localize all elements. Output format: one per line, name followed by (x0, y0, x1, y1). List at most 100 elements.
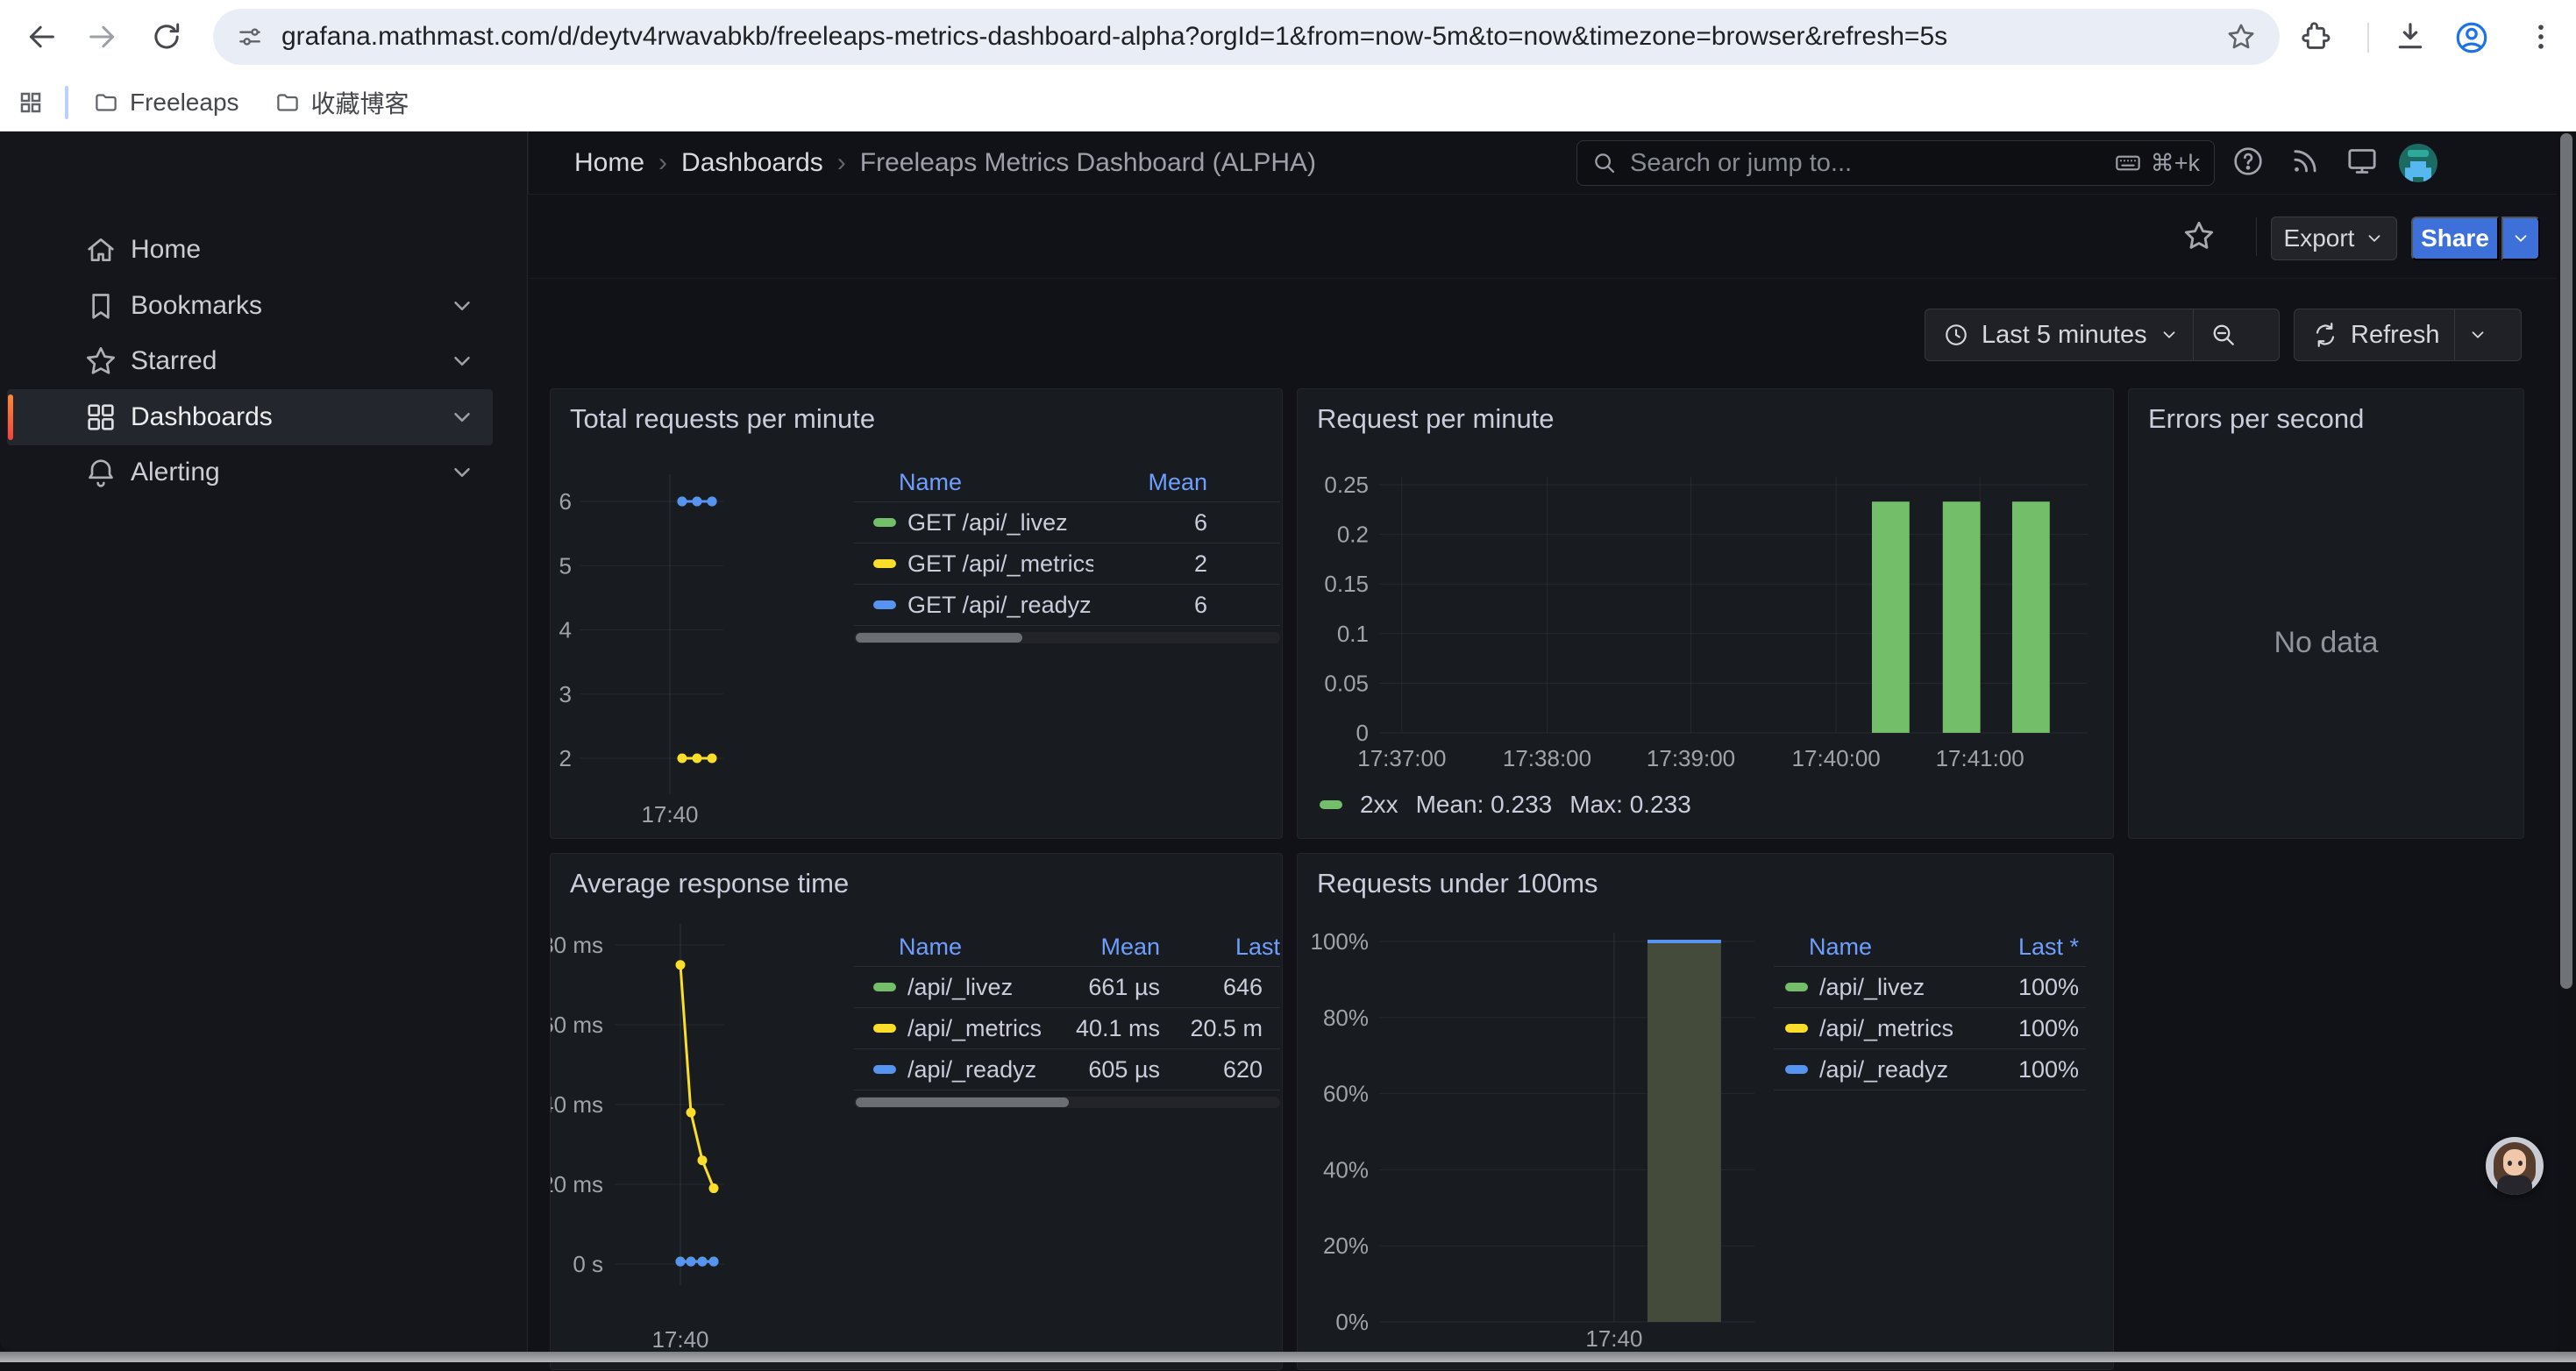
svg-text:17:40:00: 17:40:00 (1792, 745, 1881, 771)
url-text[interactable]: grafana.mathmast.com/d/deytv4rwavabkb/fr… (281, 22, 2225, 52)
legend-series-name[interactable]: GET /api/_readyz (907, 592, 1093, 619)
sidebar-item-dashboards[interactable]: Dashboards (7, 389, 493, 445)
sidebar-item-bookmarks[interactable]: Bookmarks (7, 278, 493, 334)
user-avatar[interactable] (2399, 144, 2437, 182)
legend-header-name[interactable]: Name (899, 469, 1093, 496)
svg-text:17:39:00: 17:39:00 (1647, 745, 1735, 771)
sidebar-item-alerting[interactable]: Alerting (7, 444, 493, 501)
profile-button[interactable] (2453, 19, 2488, 54)
legend-series-name[interactable]: /api/_readyz (1819, 1056, 1981, 1083)
panel-total-requests: Total requests per minute 6543217:40 Nam… (550, 388, 1283, 839)
search-input[interactable]: Search or jump to... ⌘+k (1576, 140, 2215, 186)
legend-scrollbar-thumb[interactable] (856, 633, 1022, 643)
panel-title[interactable]: Errors per second (2148, 403, 2364, 435)
bottom-scrollbar[interactable] (0, 1352, 2576, 1362)
legend-swatch (1785, 1024, 1808, 1033)
folder-icon (93, 89, 119, 116)
url-bar[interactable]: grafana.mathmast.com/d/deytv4rwavabkb/fr… (213, 9, 2280, 65)
legend-header-mean[interactable]: Mean (1046, 934, 1160, 961)
avatar-body (2497, 1176, 2532, 1195)
legend-header-last[interactable]: Last * (1160, 934, 1280, 961)
legend-header-name[interactable]: Name (899, 934, 1046, 961)
svg-text:0.15: 0.15 (1324, 571, 1369, 597)
forward-button[interactable] (85, 19, 120, 54)
export-button[interactable]: Export (2271, 217, 2397, 260)
legend-last-value: 100% (1981, 1056, 2086, 1083)
legend-swatch (873, 1024, 896, 1033)
bookmark-label: Freeleaps (130, 89, 239, 117)
legend-series-name[interactable]: /api/_readyz (907, 1056, 1046, 1083)
chevron-down-icon[interactable] (449, 293, 475, 319)
svg-text:100%: 100% (1311, 928, 1370, 955)
legend-last-value: 646 (1160, 974, 1280, 1001)
assistant-avatar[interactable] (2486, 1137, 2544, 1195)
sidebar-item-label: Starred (131, 346, 449, 376)
refresh-icon (2312, 322, 2338, 348)
reload-button[interactable] (149, 19, 184, 54)
page-scrollbar[interactable] (2557, 131, 2576, 1352)
share-button[interactable]: Share (2411, 217, 2499, 260)
legend-series-label[interactable]: 2xx (1360, 791, 1398, 819)
svg-text:80%: 80% (1323, 1005, 1369, 1031)
extensions-button[interactable] (2299, 19, 2334, 54)
breadcrumb-home[interactable]: Home (574, 148, 644, 178)
breadcrumb-current: Freeleaps Metrics Dashboard (ALPHA) (860, 148, 1316, 178)
legend-series-name[interactable]: GET /api/_livez (907, 509, 1093, 536)
svg-text:5: 5 (559, 552, 572, 579)
legend-series-name[interactable]: GET /api/_metrics (907, 551, 1093, 578)
chevron-down-icon (2365, 229, 2384, 248)
browser-menu-button[interactable] (2523, 19, 2558, 54)
legend-series-name[interactable]: /api/_metrics (907, 1015, 1046, 1042)
legend-series-name[interactable]: /api/_metrics (1819, 1015, 1981, 1042)
legend-row: /api/_metrics100% (1774, 1008, 2086, 1049)
legend-header-name[interactable]: Name (1809, 934, 1981, 961)
panel-requests-under-100ms: Requests under 100ms 100%80%60%40%20%0%1… (1297, 853, 2114, 1370)
legend-header-last[interactable]: Last * (1981, 934, 2086, 961)
bookmark-folder-freeleaps[interactable]: Freeleaps (93, 89, 239, 117)
sidebar-item-starred[interactable]: Starred (7, 333, 493, 389)
chart-request-per-minute[interactable]: 0.250.20.150.10.05017:37:0017:38:0017:39… (1298, 389, 2115, 840)
back-button[interactable] (24, 19, 59, 54)
avatar-face (2503, 1149, 2526, 1176)
bookmark-folder-blogs[interactable]: 收藏博客 (274, 85, 409, 120)
panel-request-per-minute: Request per minute 0.250.20.150.10.05017… (1297, 388, 2114, 839)
refresh-interval-button[interactable] (2455, 309, 2501, 360)
star-icon (83, 344, 118, 379)
legend-header-row: NameLast * (1774, 928, 2086, 967)
zoom-out-icon (2210, 321, 2238, 349)
news-button[interactable] (2288, 144, 2327, 182)
breadcrumb-dashboards[interactable]: Dashboards (681, 148, 823, 178)
scrollbar-thumb[interactable] (2560, 133, 2572, 989)
apps-button[interactable] (18, 89, 44, 116)
chevron-down-icon (2511, 229, 2530, 248)
svg-text:60 ms: 60 ms (551, 1012, 603, 1038)
refresh-button[interactable]: Refresh (2295, 309, 2454, 360)
kiosk-mode-button[interactable] (2345, 144, 2383, 182)
chevron-down-icon[interactable] (449, 459, 475, 486)
chevron-down-icon[interactable] (449, 404, 475, 430)
bookmark-star-icon[interactable] (2225, 21, 2257, 53)
sidebar-item-label: Dashboards (131, 402, 449, 432)
chevron-down-icon[interactable] (449, 348, 475, 374)
legend-last-value: 20.5 m (1160, 1015, 1280, 1042)
legend-scrollbar[interactable] (854, 1097, 1280, 1108)
bookmarks-separator (65, 86, 68, 119)
help-button[interactable] (2231, 144, 2269, 182)
sidebar-item-home[interactable]: Home (7, 222, 493, 278)
legend-row: /api/_livez661 µs646 (854, 967, 1280, 1008)
downloads-button[interactable] (2393, 19, 2428, 54)
svg-text:3: 3 (559, 681, 572, 707)
legend-scrollbar-thumb[interactable] (856, 1098, 1069, 1107)
favorite-dashboard-button[interactable] (2181, 218, 2217, 253)
time-range-picker[interactable]: Last 5 minutes (1925, 309, 2193, 360)
zoom-out-button[interactable] (2194, 309, 2253, 360)
share-dropdown-button[interactable] (2501, 217, 2540, 260)
bookmarks-bar: Freeleaps 收藏博客 (0, 74, 2576, 131)
legend-scrollbar[interactable] (854, 632, 1280, 643)
keyboard-icon (2114, 149, 2142, 177)
legend-series-name[interactable]: /api/_livez (907, 974, 1046, 1001)
site-settings-icon[interactable] (236, 23, 264, 51)
legend-series-name[interactable]: /api/_livez (1819, 974, 1981, 1001)
legend-header-row: NameMean (854, 464, 1280, 502)
legend-header-mean[interactable]: Mean (1093, 469, 1207, 496)
